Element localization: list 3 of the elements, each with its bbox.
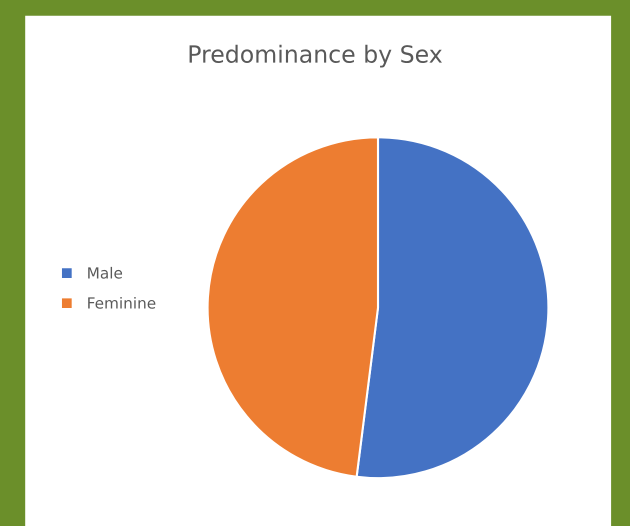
chart-title: Predominance by Sex [190,44,442,68]
legend-label: Feminine [88,296,156,309]
legend-label: Male [88,266,122,279]
